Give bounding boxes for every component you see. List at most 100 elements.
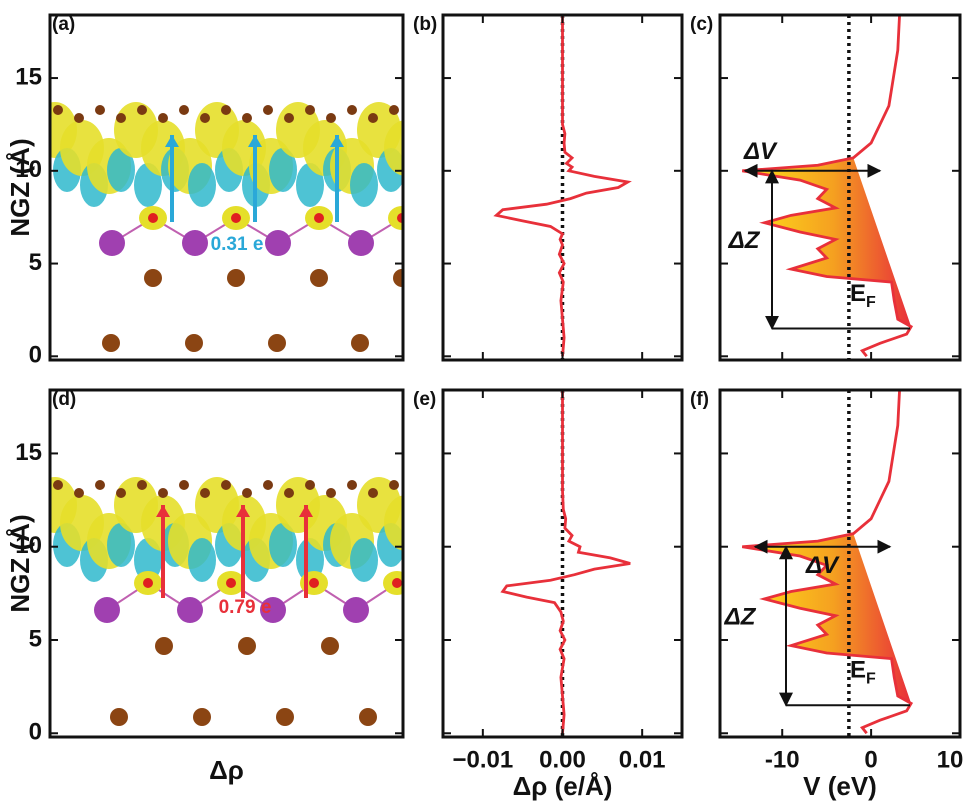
dv-label: ΔV (805, 552, 840, 579)
atom-fe (476, 269, 494, 287)
atom-o (231, 213, 241, 223)
frame (718, 388, 962, 739)
ef-main: E (850, 280, 866, 307)
atom-purple (260, 597, 286, 623)
charge-blob (107, 523, 135, 567)
atom-fe (310, 269, 328, 287)
atom-c (389, 480, 399, 490)
panel-content (50, 477, 494, 726)
atom-fe (442, 708, 460, 726)
atom-c (95, 480, 105, 490)
charge-blob (350, 163, 378, 207)
panel-content (50, 102, 499, 352)
atom-fe (155, 637, 173, 655)
transfer-arrowhead (248, 135, 262, 147)
dz-label: ΔZ (728, 227, 761, 254)
charge-blob (350, 538, 378, 582)
atom-o (148, 213, 158, 223)
atom-purple (343, 597, 369, 623)
charge-blob (466, 571, 494, 595)
atom-c (347, 480, 357, 490)
atom-c (200, 113, 210, 123)
atom-c (74, 113, 84, 123)
curve (493, 15, 632, 357)
atom-fe (393, 269, 403, 287)
panel-label: (e) (413, 389, 436, 410)
atom-c (137, 105, 147, 115)
atom-purple (99, 230, 125, 256)
atom-o (480, 213, 490, 223)
y-tick-label: 5 (29, 249, 42, 276)
atom-c (221, 105, 231, 115)
x-tick-label: 0.00 (539, 746, 586, 773)
bond (444, 218, 485, 243)
atom-purple (177, 597, 203, 623)
atom-o (392, 578, 402, 588)
y-tick-label: 5 (29, 625, 42, 652)
atom-c (263, 105, 273, 115)
atom-o (475, 578, 485, 588)
transfer-arrowhead (156, 505, 170, 517)
ef-main: E (850, 657, 866, 684)
charge-blob (188, 163, 216, 207)
y-tick-label: 15 (15, 63, 42, 90)
y-tick-label: 10 (15, 532, 42, 559)
y-tick-label: 0 (29, 719, 42, 746)
panel-content (741, 390, 914, 737)
transfer-arrowhead (299, 505, 313, 517)
atom-c (284, 488, 294, 498)
charge-blob (269, 523, 297, 567)
atom-fe (321, 637, 339, 655)
transfer-arrowhead (236, 505, 250, 517)
atom-fe (404, 637, 422, 655)
atom-c (389, 105, 399, 115)
ef-sub: F (866, 294, 876, 311)
atom-fe (268, 334, 286, 352)
atom-c (347, 105, 357, 115)
charge-blob (404, 538, 432, 582)
atom-fe (110, 708, 128, 726)
y-tick-label: 15 (15, 439, 42, 466)
panel-content (493, 15, 632, 360)
atom-fe (144, 269, 162, 287)
x-tick-label: 0 (864, 746, 877, 773)
x-axis-label: Δρ (209, 755, 244, 785)
dz-label: ΔZ (724, 603, 757, 630)
atom-c (53, 105, 63, 115)
atom-c (137, 480, 147, 490)
transfer-label: 0.79 e (219, 597, 272, 618)
curve (500, 390, 631, 734)
atom-fe (102, 334, 120, 352)
atom-c (305, 480, 315, 490)
atom-purple (348, 230, 374, 256)
y-axis-label: NGZ (Å) (5, 514, 35, 612)
x-axis-label: V (eV) (803, 771, 877, 801)
charge-blob (471, 206, 499, 230)
atom-fe (238, 637, 256, 655)
atom-fe (185, 334, 203, 352)
panel-label: (f) (690, 389, 709, 410)
atom-c (179, 105, 189, 115)
panel-content (500, 390, 631, 737)
atom-c (53, 480, 63, 490)
charge-blob (188, 538, 216, 582)
atom-c (221, 480, 231, 490)
atom-c (158, 488, 168, 498)
frame (48, 388, 405, 739)
atom-c (368, 488, 378, 498)
charge-blob (269, 148, 297, 192)
atom-fe (193, 708, 211, 726)
panel-content (742, 15, 914, 360)
atom-c (242, 488, 252, 498)
transfer-arrowhead (330, 135, 344, 147)
atom-purple (265, 230, 291, 256)
x-tick-label: −0.01 (452, 746, 513, 773)
transfer-label: 0.31 e (211, 234, 264, 255)
x-tick-label: 0.01 (619, 746, 666, 773)
panel-label: (a) (52, 14, 75, 35)
atom-c (200, 488, 210, 498)
atom-c (410, 113, 420, 123)
transfer-arrowhead (165, 135, 179, 147)
bond (439, 583, 480, 610)
ef-sub: F (866, 671, 876, 688)
